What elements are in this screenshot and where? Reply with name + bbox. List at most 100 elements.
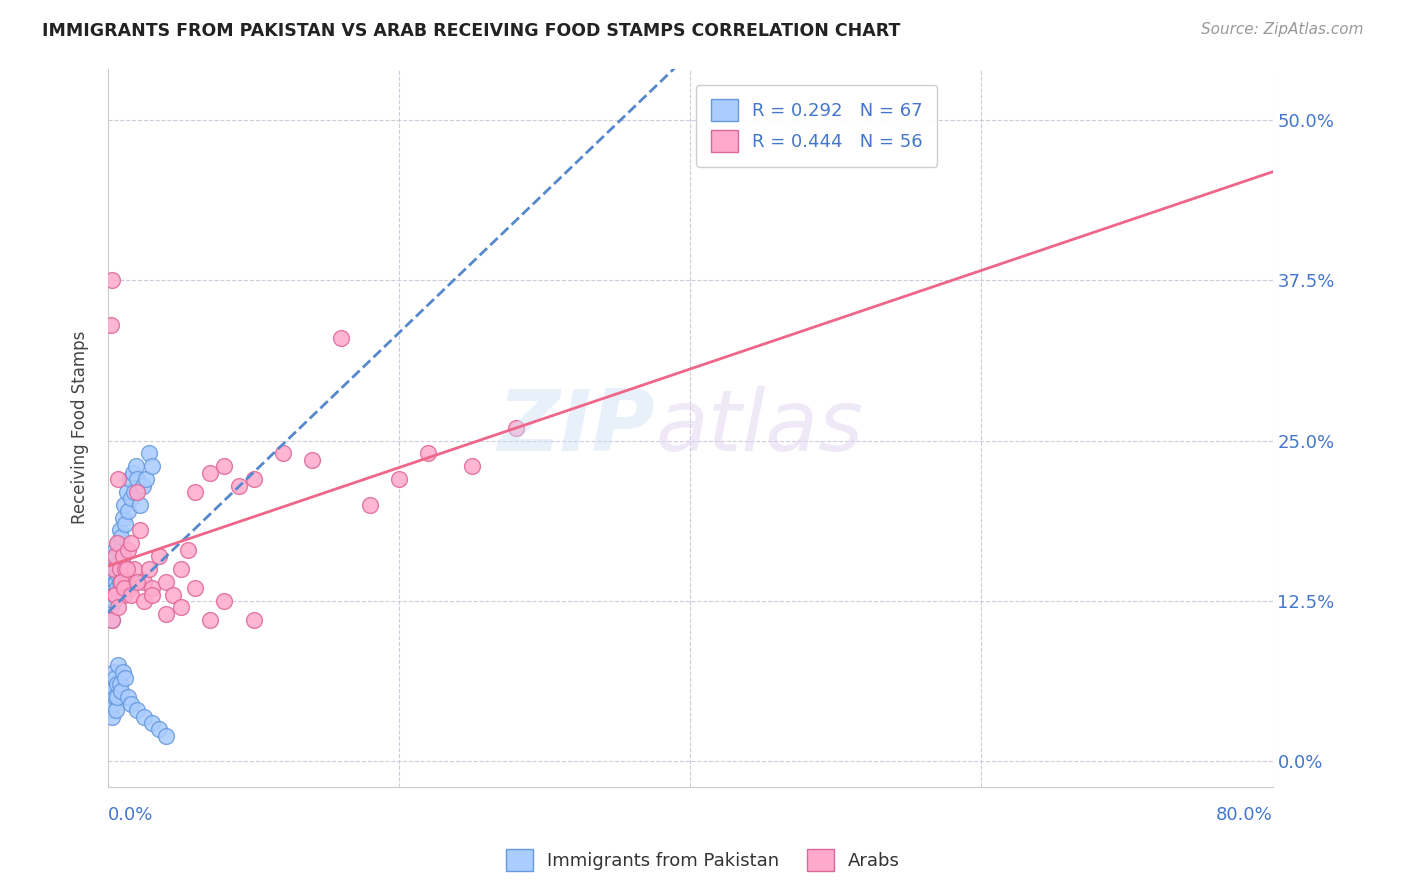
Point — [100, 562, 122, 576]
Point — [155, 574, 177, 589]
Point — [170, 600, 193, 615]
Point — [100, 549, 122, 563]
Point — [118, 472, 141, 486]
Point — [108, 574, 131, 589]
Point — [101, 588, 124, 602]
Point — [100, 318, 122, 333]
Point — [110, 530, 132, 544]
Point — [110, 562, 132, 576]
Point — [107, 472, 129, 486]
Point — [418, 446, 440, 460]
Point — [104, 549, 127, 563]
Text: 80.0%: 80.0% — [1216, 806, 1272, 824]
Point — [214, 459, 236, 474]
Point — [127, 472, 149, 486]
Point — [155, 607, 177, 621]
Point — [108, 562, 131, 576]
Point — [98, 581, 121, 595]
Point — [184, 485, 207, 500]
Point — [111, 665, 134, 679]
Point — [104, 690, 127, 705]
Point — [104, 562, 127, 576]
Point — [170, 562, 193, 576]
Point — [112, 498, 135, 512]
Point — [105, 536, 128, 550]
Text: atlas: atlas — [655, 386, 863, 469]
Point — [107, 658, 129, 673]
Point — [242, 613, 264, 627]
Point — [103, 562, 125, 576]
Point — [103, 574, 125, 589]
Point — [127, 485, 149, 500]
Point — [184, 581, 207, 595]
Point — [138, 562, 160, 576]
Point — [177, 542, 200, 557]
Point — [505, 421, 527, 435]
Point — [115, 485, 138, 500]
Point — [105, 677, 128, 691]
Point — [104, 588, 127, 602]
Point — [100, 677, 122, 691]
Point — [121, 466, 143, 480]
Point — [271, 446, 294, 460]
Point — [107, 549, 129, 563]
Point — [115, 574, 138, 589]
Point — [101, 709, 124, 723]
Point — [103, 665, 125, 679]
Point — [115, 562, 138, 576]
Text: IMMIGRANTS FROM PAKISTAN VS ARAB RECEIVING FOOD STAMPS CORRELATION CHART: IMMIGRANTS FROM PAKISTAN VS ARAB RECEIVI… — [42, 22, 901, 40]
Point — [388, 472, 411, 486]
Point — [122, 485, 145, 500]
Point — [101, 273, 124, 287]
Point — [103, 671, 125, 685]
Point — [110, 542, 132, 557]
Point — [111, 549, 134, 563]
Point — [127, 574, 149, 589]
Point — [101, 697, 124, 711]
Point — [134, 594, 156, 608]
Point — [114, 562, 136, 576]
Point — [100, 600, 122, 615]
Point — [103, 556, 125, 570]
Point — [108, 677, 131, 691]
Point — [214, 594, 236, 608]
Point — [110, 683, 132, 698]
Point — [110, 574, 132, 589]
Point — [103, 594, 125, 608]
Point — [329, 331, 352, 345]
Point — [301, 453, 323, 467]
Point — [124, 459, 146, 474]
Point — [105, 574, 128, 589]
Point — [141, 588, 163, 602]
Point — [198, 466, 221, 480]
Y-axis label: Receiving Food Stamps: Receiving Food Stamps — [72, 331, 89, 524]
Point — [107, 536, 129, 550]
Point — [110, 574, 132, 589]
Point — [105, 581, 128, 595]
Point — [198, 613, 221, 627]
Point — [108, 556, 131, 570]
Point — [112, 588, 135, 602]
Point — [117, 504, 139, 518]
Point — [141, 581, 163, 595]
Text: 0.0%: 0.0% — [108, 806, 153, 824]
Point — [104, 588, 127, 602]
Point — [98, 574, 121, 589]
Point — [141, 715, 163, 730]
Point — [101, 568, 124, 582]
Point — [112, 581, 135, 595]
Point — [127, 703, 149, 717]
Point — [120, 588, 142, 602]
Point — [101, 613, 124, 627]
Point — [98, 703, 121, 717]
Point — [98, 690, 121, 705]
Point — [141, 459, 163, 474]
Point — [114, 671, 136, 685]
Point — [100, 683, 122, 698]
Point — [461, 459, 484, 474]
Point — [132, 478, 155, 492]
Point — [162, 588, 184, 602]
Point — [228, 478, 250, 492]
Point — [111, 510, 134, 524]
Point — [129, 498, 152, 512]
